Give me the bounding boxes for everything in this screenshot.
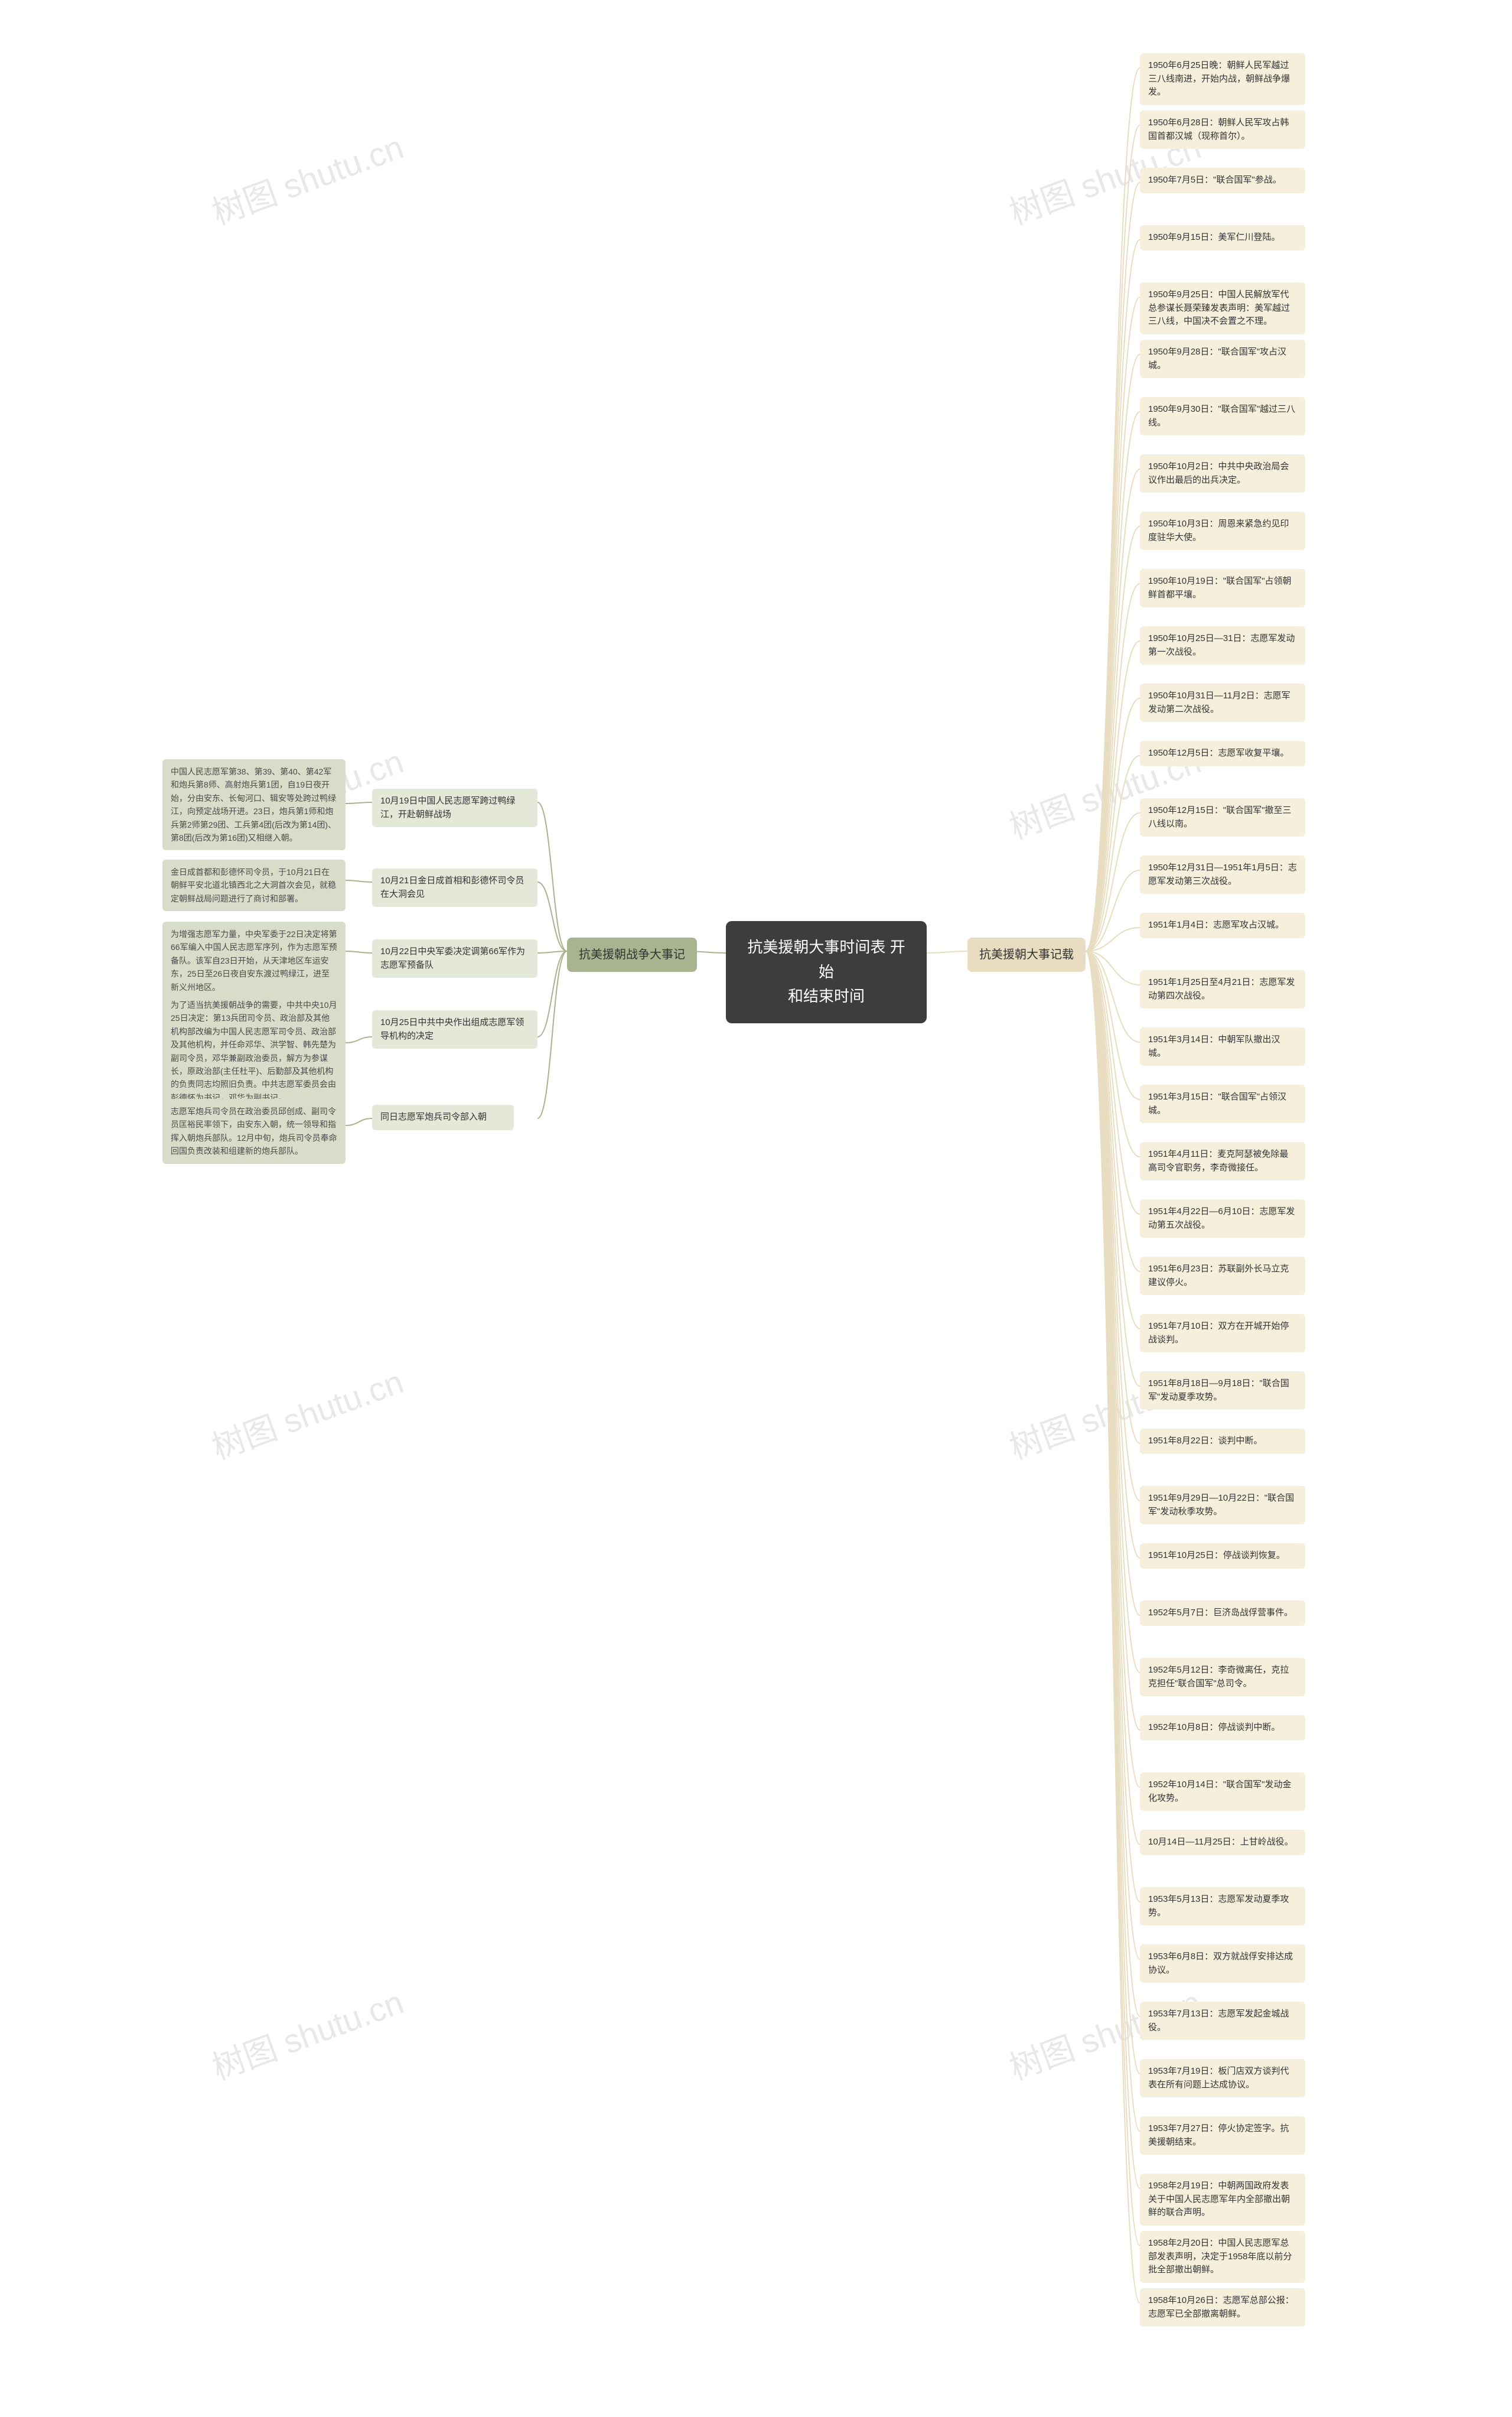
right-leaf[interactable]: 1951年3月14日：中朝军队撤出汉城。 — [1140, 1027, 1305, 1066]
right-leaf[interactable]: 1950年6月28日：朝鲜人民军攻占韩国首都汉城（现称首尔）。 — [1140, 110, 1305, 149]
watermark: 树图 shutu.cn — [204, 121, 409, 234]
right-leaf[interactable]: 1951年1月25日至4月21日：志愿军发动第四次战役。 — [1140, 970, 1305, 1009]
right-leaf[interactable]: 1950年9月15日：美军仁川登陆。 — [1140, 225, 1305, 251]
root-line1: 抗美援朝大事时间表 开始 — [744, 935, 909, 984]
right-leaf[interactable]: 1958年2月19日：中朝两国政府发表关于中国人民志愿军年内全部撤出朝鲜的联合声… — [1140, 2174, 1305, 2226]
right-leaf[interactable]: 1951年7月10日：双方在开城开始停战谈判。 — [1140, 1314, 1305, 1352]
watermark: 树图 shutu.cn — [204, 1355, 409, 1469]
left-leaf-detail[interactable]: 为了适当抗美援朝战争的需要，中共中央10月25日决定：第13兵团司令员、政治部及… — [162, 993, 346, 1110]
left-leaf-detail[interactable]: 金日成首都和彭德怀司令员，于10月21日在朝鲜平安北道北镇西北之大洞首次会见，就… — [162, 860, 346, 911]
right-leaf[interactable]: 1950年9月25日：中国人民解放军代总参谋长聂荣臻发表声明：美军越过三八线，中… — [1140, 282, 1305, 334]
right-leaf[interactable]: 1953年7月27日：停火协定签字。抗美援朝结束。 — [1140, 2116, 1305, 2155]
right-leaf[interactable]: 1950年10月31日—11月2日：志愿军发动第二次战役。 — [1140, 684, 1305, 722]
left-leaf-detail[interactable]: 志愿军炮兵司令员在政治委员邱创成、副司令员匡裕民率领下，由安东入朝，统一领导和指… — [162, 1099, 346, 1164]
right-leaf[interactable]: 1950年7月5日："联合国军"参战。 — [1140, 168, 1305, 193]
right-leaf[interactable]: 1951年6月23日：苏联副外长马立克建议停火。 — [1140, 1257, 1305, 1295]
right-leaf[interactable]: 1950年12月5日：志愿军收复平壤。 — [1140, 741, 1305, 766]
right-leaf[interactable]: 1958年2月20日：中国人民志愿军总部发表声明，决定于1958年底以前分批全部… — [1140, 2231, 1305, 2283]
right-leaf[interactable]: 1958年10月26日：志愿军总部公报：志愿军已全部撤离朝鲜。 — [1140, 2288, 1305, 2327]
right-leaf[interactable]: 1951年8月18日—9月18日："联合国军"发动夏季攻势。 — [1140, 1371, 1305, 1410]
right-leaf[interactable]: 1950年6月25日晚：朝鲜人民军越过三八线南进，开始内战，朝鲜战争爆发。 — [1140, 53, 1305, 105]
right-leaf[interactable]: 1952年10月8日：停战谈判中断。 — [1140, 1715, 1305, 1741]
right-leaf[interactable]: 1950年10月2日：中共中央政治局会议作出最后的出兵决定。 — [1140, 454, 1305, 493]
right-leaf[interactable]: 1951年9月29日—10月22日："联合国军"发动秋季攻势。 — [1140, 1486, 1305, 1524]
left-branch[interactable]: 抗美援朝战争大事记 — [567, 938, 697, 972]
right-leaf[interactable]: 1951年3月15日："联合国军"占领汉城。 — [1140, 1085, 1305, 1123]
left-leaf-summary[interactable]: 10月25日中共中央作出组成志愿军领导机构的决定 — [372, 1010, 537, 1049]
right-leaf[interactable]: 1950年10月25日—31日：志愿军发动第一次战役。 — [1140, 626, 1305, 665]
right-leaf[interactable]: 1950年12月15日："联合国军"撤至三八线以南。 — [1140, 798, 1305, 837]
root-line2: 和结束时间 — [744, 984, 909, 1009]
right-leaf[interactable]: 10月14日—11月25日：上甘岭战役。 — [1140, 1830, 1305, 1855]
right-leaf[interactable]: 1951年10月25日：停战谈判恢复。 — [1140, 1543, 1305, 1569]
left-leaf-detail[interactable]: 中国人民志愿军第38、第39、第40、第42军和炮兵第8师、高射炮兵第1团，自1… — [162, 759, 346, 850]
right-branch[interactable]: 抗美援朝大事记载 — [967, 938, 1086, 972]
right-leaf[interactable]: 1951年4月22日—6月10日：志愿军发动第五次战役。 — [1140, 1199, 1305, 1238]
watermark: 树图 shutu.cn — [204, 1976, 409, 2089]
right-leaf[interactable]: 1950年12月31日—1951年1月5日：志愿军发动第三次战役。 — [1140, 855, 1305, 894]
right-leaf[interactable]: 1950年9月30日："联合国军"越过三八线。 — [1140, 397, 1305, 435]
right-leaf[interactable]: 1953年5月13日：志愿军发动夏季攻势。 — [1140, 1887, 1305, 1925]
left-leaf-summary[interactable]: 10月21日金日成首相和彭德怀司令员在大洞会见 — [372, 868, 537, 907]
right-leaf[interactable]: 1951年1月4日：志愿军攻占汉城。 — [1140, 913, 1305, 938]
left-leaf-detail[interactable]: 为增强志愿军力量，中央军委于22日决定将第66军编入中国人民志愿军序列，作为志愿… — [162, 922, 346, 1000]
right-leaf[interactable]: 1953年7月13日：志愿军发起金城战役。 — [1140, 2002, 1305, 2040]
right-leaf[interactable]: 1950年10月19日："联合国军"占领朝鲜首都平壤。 — [1140, 569, 1305, 607]
left-leaf-summary[interactable]: 10月19日中国人民志愿军跨过鸭绿江，开赴朝鲜战场 — [372, 789, 537, 827]
right-leaf[interactable]: 1953年6月8日：双方就战俘安排达成协议。 — [1140, 1944, 1305, 1983]
right-leaf[interactable]: 1953年7月19日：板门店双方谈判代表在所有问题上达成协议。 — [1140, 2059, 1305, 2097]
left-leaf-summary[interactable]: 10月22日中央军委决定调第66军作为志愿军预备队 — [372, 939, 537, 978]
right-leaf[interactable]: 1951年4月11日：麦克阿瑟被免除最高司令官职务，李奇微接任。 — [1140, 1142, 1305, 1180]
right-leaf[interactable]: 1952年5月7日：巨济岛战俘营事件。 — [1140, 1601, 1305, 1626]
right-leaf[interactable]: 1952年10月14日："联合国军"发动金化攻势。 — [1140, 1772, 1305, 1811]
root-node[interactable]: 抗美援朝大事时间表 开始 和结束时间 — [726, 921, 927, 1023]
right-leaf[interactable]: 1950年10月3日：周恩来紧急约见印度驻华大使。 — [1140, 512, 1305, 550]
right-leaf[interactable]: 1952年5月12日：李奇微离任，克拉克担任"联合国军"总司令。 — [1140, 1658, 1305, 1696]
left-leaf-summary[interactable]: 同日志愿军炮兵司令部入朝 — [372, 1105, 514, 1130]
right-leaf[interactable]: 1950年9月28日："联合国军"攻占汉城。 — [1140, 340, 1305, 378]
right-leaf[interactable]: 1951年8月22日：谈判中断。 — [1140, 1429, 1305, 1454]
